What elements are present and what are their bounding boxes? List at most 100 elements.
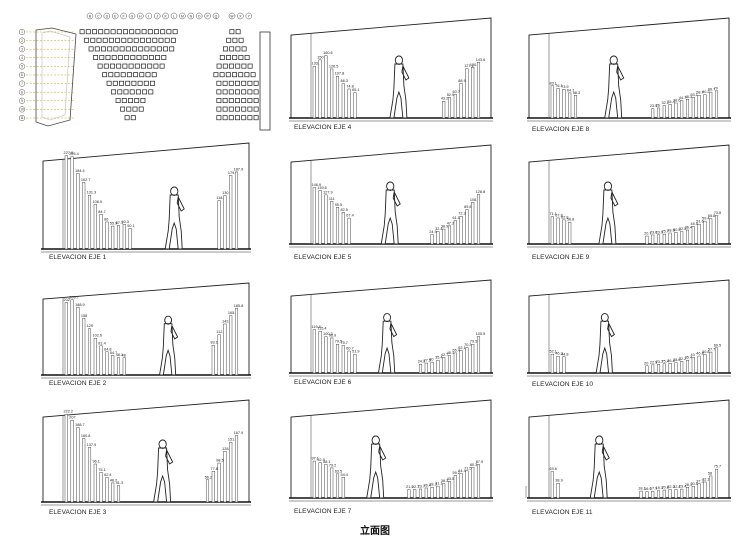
- right-seat-column: [447, 481, 452, 499]
- grid-bubble: [120, 12, 127, 20]
- left-seat-column: [111, 482, 115, 503]
- left-seat-column: [353, 92, 357, 119]
- left-seat-column: [82, 438, 86, 503]
- seat-block: [84, 37, 90, 43]
- right-seat-height-label: 26.8: [667, 359, 674, 363]
- right-seat-height-label: 60.2: [702, 90, 709, 94]
- right-seat-column: [691, 357, 695, 374]
- right-seat-column: [229, 441, 233, 503]
- seat-block: [124, 115, 130, 121]
- right-seat-height-label: 118.3: [216, 196, 225, 200]
- right-seat-height-label: 51.6: [696, 220, 703, 224]
- seat-block: [143, 80, 149, 86]
- right-seat-height-label: 22.3: [667, 485, 674, 489]
- grid-bubble-label: Y: [248, 14, 251, 18]
- right-seat-height-label: 130.8: [470, 63, 480, 67]
- right-seat-height-label: 56.2: [205, 475, 212, 479]
- left-seat-height-label: 202: [64, 298, 70, 302]
- seat-block: [222, 80, 228, 86]
- seat-block: [228, 115, 234, 121]
- right-seat-height-label: 185.8: [234, 304, 244, 308]
- seat-block: [232, 72, 237, 78]
- right-seat-column: [217, 462, 221, 503]
- left-seat-column: [562, 219, 566, 245]
- row-bubble: [18, 37, 26, 44]
- right-seat-height-label: 112.4: [216, 330, 225, 334]
- seat-block: [250, 72, 256, 78]
- left-seat-column: [82, 182, 86, 250]
- seat-block: [253, 106, 259, 112]
- grid-bubble: [179, 12, 186, 20]
- elevation-eje-8: 83.1 76.1 73.9 64.7 58.3 23.9 26 32.1 35.4 38.6 44…: [526, 17, 732, 136]
- row-bubble: [18, 106, 26, 113]
- right-seat-height-label: 23.9: [650, 104, 657, 108]
- seat-block: [96, 37, 102, 43]
- right-seat-height-label: 58: [708, 471, 712, 475]
- left-seat-column: [312, 460, 316, 499]
- right-seat-height-label: 23.6: [650, 230, 657, 234]
- right-seat-height-label: 27.5: [424, 359, 431, 363]
- right-seat-height-label: 187.9: [234, 167, 244, 171]
- right-seat-height-label: 20.7: [644, 232, 651, 236]
- seat-block: [116, 29, 122, 35]
- grid-bubble: [86, 12, 94, 20]
- elevation-label: ELEVACION EJE 2: [49, 380, 107, 387]
- elevation-label: ELEVACION EJE 11: [532, 509, 593, 516]
- person-silhouette: [153, 439, 174, 503]
- left-seat-column: [82, 318, 86, 376]
- elevation-eje-10-drawing: 52.146.344.8 20 22.523.725.426.828.632.235…: [527, 279, 731, 377]
- right-seat-column: [656, 234, 661, 245]
- seat-block: [110, 63, 115, 69]
- right-seat-column: [424, 362, 428, 374]
- left-seat-height-label: 58.3: [573, 91, 580, 95]
- right-seat-column: [656, 107, 661, 119]
- grid-bubble-label: H: [139, 14, 142, 18]
- seat-block: [141, 63, 146, 69]
- left-seat-height-label: 207: [69, 416, 75, 420]
- row-bubble-label: 11: [20, 116, 24, 120]
- seat-block: [226, 37, 232, 43]
- grid-bubble-label: P: [206, 14, 209, 18]
- building-outline: [290, 279, 492, 373]
- seat-block: [108, 37, 114, 43]
- right-seat-height-label: 21.9: [406, 485, 413, 489]
- seat-block: [151, 72, 157, 78]
- seat-block: [130, 55, 136, 60]
- seat-block: [106, 80, 112, 86]
- seat-block: [103, 63, 109, 69]
- seat-block: [253, 89, 259, 95]
- right-seat-height-label: 52.9: [447, 93, 454, 97]
- right-seat-column: [418, 363, 423, 374]
- left-seat-height-label: 83.1: [550, 81, 557, 85]
- grid-bubble-label: X: [239, 14, 242, 18]
- right-seat-height-label: 30.5: [691, 482, 698, 486]
- left-seat-column: [324, 55, 328, 119]
- seat-block: [144, 46, 150, 52]
- left-seat-height-label: 57.1: [116, 221, 123, 225]
- seat-block: [216, 115, 222, 121]
- building-outline: [528, 17, 730, 118]
- grid-bubble: [195, 12, 203, 20]
- seat-block: [129, 29, 135, 35]
- seat-block: [232, 37, 238, 43]
- right-seat-column: [229, 315, 233, 376]
- right-seat-column: [662, 489, 666, 499]
- left-seat-height-label: 48: [122, 353, 126, 357]
- right-seat-height-label: 143.6: [476, 58, 486, 62]
- right-seat-height-label: 20: [644, 361, 648, 365]
- right-seat-height-label: 69.5: [714, 343, 721, 347]
- right-seat-height-label: 151.4: [228, 438, 238, 442]
- seat-block: [228, 89, 234, 95]
- seat-block: [135, 29, 141, 35]
- seat-block: [102, 37, 108, 43]
- seat-block: [216, 89, 222, 95]
- grid-bubble-label: Q: [215, 14, 218, 18]
- left-seat-column: [111, 225, 115, 250]
- right-seat-column: [651, 364, 655, 374]
- right-seat-height-label: 142.3: [222, 319, 232, 323]
- right-seat-column: [430, 234, 434, 245]
- row-bubble: [18, 97, 26, 104]
- person-silhouette: [164, 186, 185, 250]
- seat-block: [119, 80, 124, 86]
